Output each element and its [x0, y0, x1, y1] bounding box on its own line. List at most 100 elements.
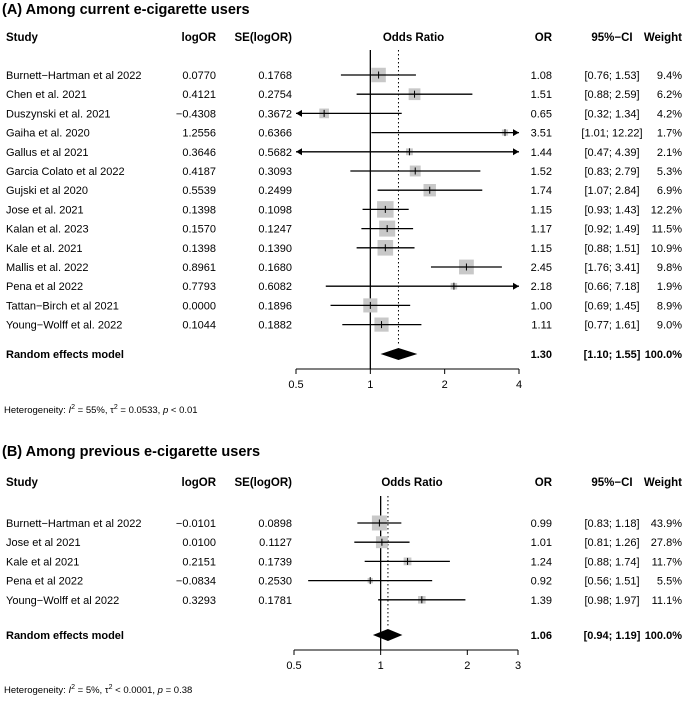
x-tick-label: 0.5 — [286, 660, 301, 672]
se-value: 0.1739 — [258, 556, 292, 568]
heterogeneity-val-tau2: 0.0533 — [129, 405, 158, 416]
study-name: Gallus et al 2021 — [6, 147, 89, 159]
x-tick-label: 3 — [515, 660, 521, 672]
summary-weight: 100.0% — [645, 630, 683, 642]
heterogeneity-val-tau2: < 0.0001 — [115, 685, 152, 696]
weight-value: 43.9% — [651, 518, 682, 530]
or-value: 0.99 — [531, 518, 552, 530]
study-row: Tattan−Birch et al 2021 0.0000 0.1896 1.00 [… — [6, 298, 682, 313]
header-study: Study — [6, 477, 39, 489]
heterogeneity-part: = — [75, 405, 86, 416]
weight-value: 5.3% — [657, 166, 682, 178]
ci-value: [0.56; 1.51] — [584, 576, 639, 588]
weight-value: 9.8% — [657, 262, 682, 274]
weight-value: 5.5% — [657, 576, 682, 588]
logor-value: 0.1570 — [182, 224, 216, 236]
ci-value: [0.66; 7.18] — [584, 281, 639, 293]
study-name: Kalan et al. 2023 — [6, 224, 89, 236]
or-value: 1.08 — [531, 70, 552, 82]
se-value: 0.1247 — [258, 224, 292, 236]
logor-value: 0.0000 — [182, 300, 216, 312]
heterogeneity-text: Heterogeneity: I2 = 5%, τ2 < 0.0001, p =… — [4, 684, 192, 696]
header-se: SE(logOR) — [235, 32, 293, 44]
study-row: Duszynski et al. 2021 −0.4308 0.3672 0.65 [0… — [6, 108, 682, 120]
header-or: OR — [535, 32, 553, 44]
study-row: Jose et al 2021 0.0100 0.1127 1.01 [0.81; 1.… — [6, 536, 682, 549]
logor-value: 0.2151 — [182, 556, 216, 568]
se-value: 0.6082 — [258, 281, 292, 293]
logor-value: 0.1398 — [182, 204, 216, 216]
ci-value: [0.69; 1.45] — [584, 300, 639, 312]
study-name: Young−Wolff et al. 2022 — [6, 320, 122, 332]
x-tick-label: 0.5 — [288, 379, 303, 391]
logor-value: −0.4308 — [176, 108, 216, 120]
logor-value: −0.0834 — [176, 576, 216, 588]
summary-label: Random effects model — [6, 349, 124, 361]
ci-value: [0.88; 1.74] — [584, 556, 639, 568]
superscript: 2 — [71, 404, 75, 411]
weight-value: 1.9% — [657, 281, 682, 293]
weight-value: 27.8% — [651, 537, 682, 549]
ci-value: [0.81; 1.26] — [584, 537, 639, 549]
summary-label: Random effects model — [6, 630, 124, 642]
logor-value: 0.5539 — [182, 185, 216, 197]
heterogeneity-val-i2: 55% — [86, 405, 106, 416]
se-value: 0.1781 — [258, 595, 292, 607]
or-value: 2.45 — [531, 262, 552, 274]
heterogeneity-part: = — [163, 685, 174, 696]
or-value: 1.17 — [531, 224, 552, 236]
se-value: 0.1390 — [258, 243, 292, 255]
or-value: 2.18 — [531, 281, 552, 293]
summary-or: 1.06 — [531, 630, 552, 642]
superscript: 2 — [109, 684, 113, 691]
study-row: Kale et al 2021 0.2151 0.1739 1.24 [0.88; 1.… — [6, 556, 682, 568]
study-row: Burnett−Hartman et al 2022 −0.0101 0.0898 0… — [6, 515, 682, 531]
summary-row: Random effects model 1.30 [1.10; 1.55] 100.… — [6, 348, 682, 361]
heterogeneity-part: p — [157, 685, 163, 696]
weight-value: 11.5% — [652, 224, 683, 236]
logor-value: 0.1044 — [182, 320, 216, 332]
header-weight: Weight — [644, 477, 682, 489]
weight-value: 9.4% — [657, 70, 682, 82]
x-tick-label: 2 — [464, 660, 470, 672]
header-odds-ratio: Odds Ratio — [381, 477, 442, 489]
ci-value: [0.47; 4.39] — [584, 147, 639, 159]
heterogeneity-part: I — [68, 685, 71, 696]
weight-value: 11.7% — [652, 556, 683, 568]
or-value: 3.51 — [531, 128, 552, 140]
ci-value: [0.83; 1.18] — [584, 518, 639, 530]
se-value: 0.6366 — [258, 128, 292, 140]
summary-row: Random effects model 1.06 [0.94; 1.19] 100.… — [6, 629, 682, 642]
logor-value: 0.3293 — [182, 595, 216, 607]
x-axis: 0.5 1 2 4 — [288, 368, 522, 391]
se-value: 0.3672 — [258, 108, 292, 120]
study-row: Chen et al. 2021 0.4121 0.2754 1.51 [0.88; 2… — [6, 88, 682, 101]
ci-value: [0.77; 1.61] — [584, 320, 639, 332]
study-row: Kalan et al. 2023 0.1570 0.1247 1.17 [0.92; … — [6, 220, 683, 237]
heterogeneity-part: τ — [110, 405, 114, 416]
logor-value: −0.0101 — [176, 518, 216, 530]
heterogeneity-val-p: 0.38 — [174, 685, 193, 696]
or-value: 1.39 — [531, 595, 552, 607]
summary-diamond — [380, 348, 418, 360]
ci-value: [0.88; 1.51] — [584, 243, 639, 255]
study-name: Kale et al. 2021 — [6, 243, 82, 255]
header-weight: Weight — [644, 32, 682, 44]
header-ci: 95%−CI — [591, 32, 632, 44]
study-name: Burnett−Hartman et al 2022 — [6, 70, 141, 82]
panel-title: (B) Among previous e-cigarette users — [2, 444, 260, 460]
heterogeneity-part: p — [162, 405, 168, 416]
heterogeneity-part: , — [105, 405, 110, 416]
se-value: 0.3093 — [258, 166, 292, 178]
study-name: Gujski et al 2020 — [6, 185, 88, 197]
ci-value: [0.76; 1.53] — [584, 70, 639, 82]
study-name: Garcia Colato et al 2022 — [6, 166, 125, 178]
or-value: 1.52 — [531, 166, 552, 178]
ci-value: [1.07; 2.84] — [584, 185, 639, 197]
study-name: Kale et al 2021 — [6, 556, 79, 568]
se-value: 0.1768 — [258, 70, 292, 82]
study-name: Tattan−Birch et al 2021 — [6, 300, 119, 312]
header-logor: logOR — [182, 32, 217, 44]
